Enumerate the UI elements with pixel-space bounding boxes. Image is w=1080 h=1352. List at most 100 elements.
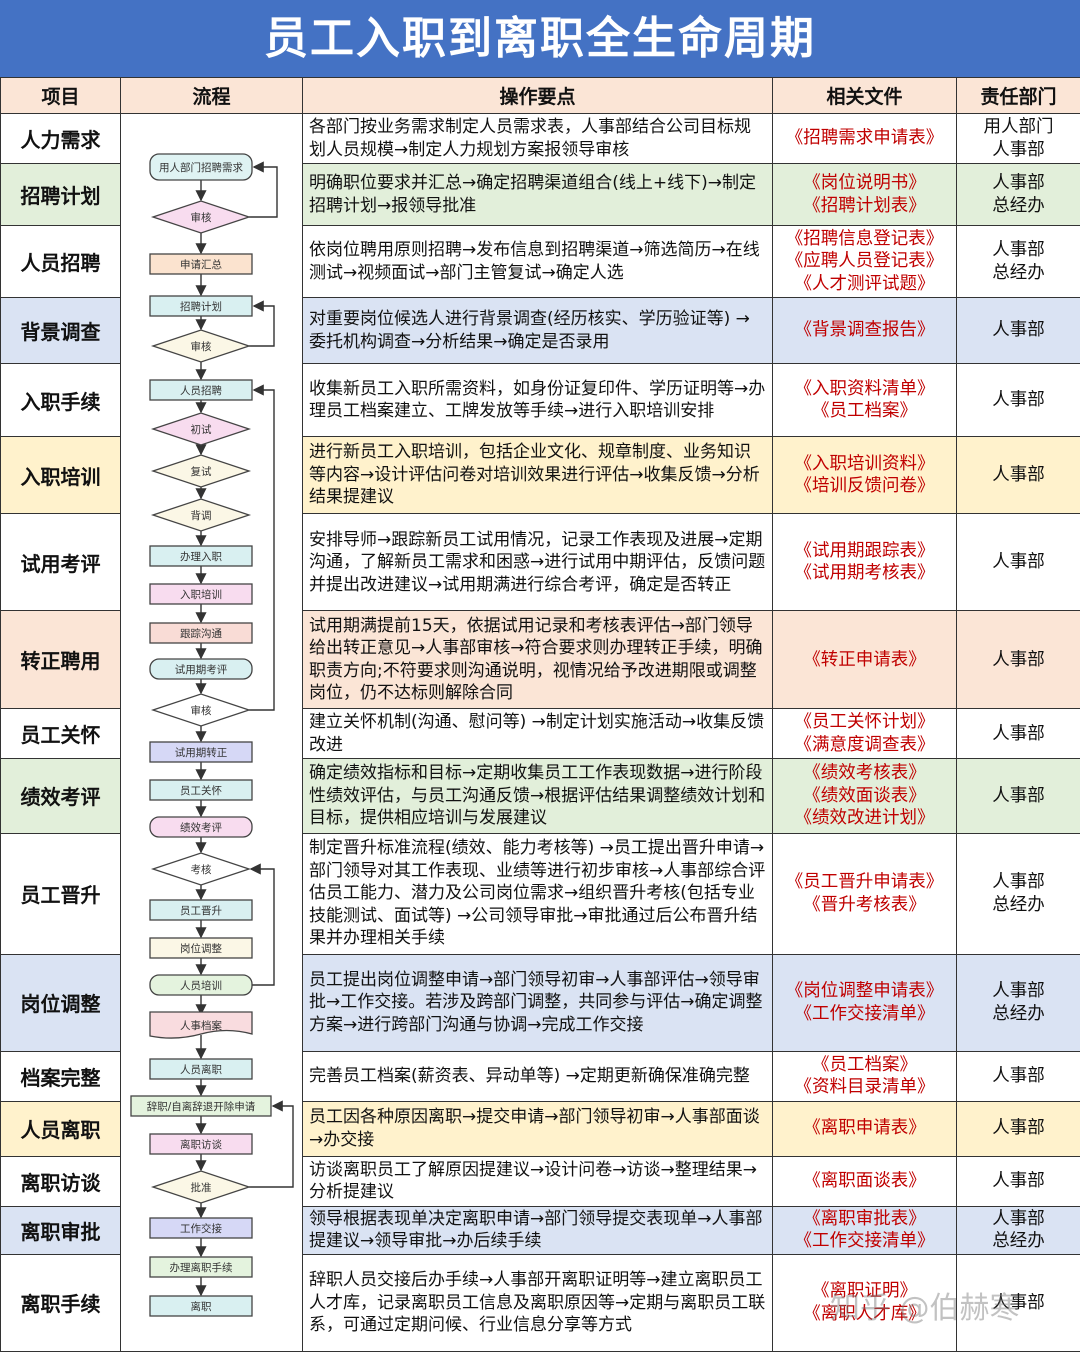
department-name: 人事部: [963, 1208, 1074, 1231]
header-dept: 责任部门: [957, 78, 1080, 114]
flow-node-label: 跟踪沟通: [180, 627, 222, 640]
row-docs: 《岗位调整申请表》《工作交接清单》: [773, 954, 957, 1051]
flow-node: 人员离职: [150, 1059, 252, 1079]
row-item: 试用考评: [1, 514, 121, 611]
flow-node-label: 申请汇总: [180, 258, 222, 271]
row-docs: 《入职培训资料》《培训反馈问卷》: [773, 437, 957, 514]
flow-node: 入职培训: [150, 584, 252, 604]
row-dept: 人事部: [957, 298, 1080, 364]
row-dept: 人事部总经办: [957, 833, 1080, 954]
row-item: 转正聘用: [1, 611, 121, 709]
flow-node-label: 离职访谈: [180, 1138, 222, 1151]
row-steps: 员工因各种原因离职→提交申请→部门领导初审→人事部面谈→办交接: [303, 1101, 773, 1156]
flow-node: 员工晋升: [150, 900, 252, 920]
row-steps: 依岗位聘用原则招聘→发布信息到招聘渠道→筛选简历→在线测试→视频面试→部门主管复…: [303, 226, 773, 298]
document-name: 《背景调查报告》: [779, 319, 950, 342]
row-steps: 安排导师→跟踪新员工试用情况，记录工作表现及进展→定期沟通，了解新员工需求和困惑…: [303, 514, 773, 611]
document-name: 《员工晋升申请表》: [779, 871, 950, 894]
flow-node: 员工关怀: [150, 780, 252, 800]
document-name: 《招聘需求申请表》: [779, 127, 950, 150]
row-docs: 《离职审批表》《工作交接清单》: [773, 1206, 957, 1254]
document-name: 《员工档案》: [779, 400, 950, 423]
document-name: 《晋升考核表》: [779, 894, 950, 917]
flow-node-label: 初试: [191, 423, 212, 436]
department-name: 总经办: [963, 1003, 1074, 1026]
row-steps: 试用期满提前15天，依据试用记录和考核表评估→部门领导给出转正意见→人事部审核→…: [303, 611, 773, 709]
flowchart: 用人部门招聘需求审核申请汇总招聘计划审核人员招聘初试复试背调办理入职入职培训跟踪…: [121, 114, 303, 1351]
row-dept: 人事部: [957, 364, 1080, 437]
document-name: 《工作交接清单》: [779, 1230, 950, 1253]
page-title: 员工入职到离职全生命周期: [0, 0, 1080, 77]
document-name: 《员工关怀计划》: [779, 711, 950, 734]
flow-node-label: 离职: [191, 1300, 212, 1313]
row-docs: 《离职面谈表》: [773, 1156, 957, 1206]
flow-feedback-arrow: [249, 390, 274, 710]
row-steps: 访谈离职员工了解原因提建议→设计问卷→访谈→整理结果→分析提建议: [303, 1156, 773, 1206]
flow-node: 背调: [153, 499, 249, 531]
document-name: 《工作交接清单》: [779, 1003, 950, 1026]
row-docs: 《员工关怀计划》《满意度调查表》: [773, 709, 957, 759]
row-steps: 进行新员工入职培训，包括企业文化、规章制度、业务知识等内容→设计评估问卷对培训效…: [303, 437, 773, 514]
department-name: 人事部: [963, 785, 1074, 808]
flow-node-label: 人事档案: [180, 1019, 222, 1032]
department-name: 人事部: [963, 319, 1074, 342]
row-docs: 《试用期跟踪表》《试用期考核表》: [773, 514, 957, 611]
flowchart-cell: 用人部门招聘需求审核申请汇总招聘计划审核人员招聘初试复试背调办理入职入职培训跟踪…: [121, 114, 303, 1352]
flow-node-label: 人员离职: [180, 1063, 222, 1076]
document-name: 《转正申请表》: [779, 649, 950, 672]
row-steps: 领导根据表现单决定离职申请→部门领导提交表现单→人事部提建议→领导审批→办后续手…: [303, 1206, 773, 1254]
row-dept: 人事部总经办: [957, 164, 1080, 226]
row-docs: 《绩效考核表》《绩效面谈表》《绩效改进计划》: [773, 759, 957, 833]
flow-node-label: 工作交接: [180, 1222, 222, 1235]
row-docs: 《员工晋升申请表》《晋升考核表》: [773, 833, 957, 954]
document-name: 《招聘计划表》: [779, 195, 950, 218]
row-steps: 收集新员工入职所需资料，如身份证复印件、学历证明等→办理员工档案建立、工牌发放等…: [303, 364, 773, 437]
flow-node: 办理离职手续: [150, 1257, 252, 1277]
document-name: 《入职培训资料》: [779, 453, 950, 476]
flow-node: 试用期转正: [150, 742, 252, 762]
document-name: 《绩效面谈表》: [779, 785, 950, 808]
header-steps: 操作要点: [303, 78, 773, 114]
flow-node: 人事档案: [150, 1012, 252, 1038]
row-item: 离职访谈: [1, 1156, 121, 1206]
department-name: 人事部: [963, 1170, 1074, 1193]
flow-node: 用人部门招聘需求: [150, 154, 252, 180]
row-item: 入职培训: [1, 437, 121, 514]
flow-node-label: 入职培训: [180, 588, 222, 601]
document-name: 《招聘信息登记表》: [779, 228, 950, 251]
row-dept: 人事部: [957, 437, 1080, 514]
row-dept: 人事部总经办: [957, 1206, 1080, 1254]
department-name: 总经办: [963, 1230, 1074, 1253]
header-docs: 相关文件: [773, 78, 957, 114]
flow-node: 审核: [153, 201, 249, 233]
flow-node-label: 审核: [191, 704, 212, 717]
row-steps: 明确职位要求并汇总→确定招聘渠道组合(线上+线下)→制定招聘计划→报领导批准: [303, 164, 773, 226]
flow-node-label: 背调: [191, 509, 212, 522]
row-steps: 员工提出岗位调整申请→部门领导初审→人事部评估→领导审批→工作交接。若涉及跨部门…: [303, 954, 773, 1051]
flow-node: 办理入职: [150, 546, 252, 566]
document-name: 《绩效考核表》: [779, 762, 950, 785]
header-row: 项目 流程 操作要点 相关文件 责任部门: [1, 78, 1080, 114]
header-flow: 流程: [121, 78, 303, 114]
table-row: 人力需求用人部门招聘需求审核申请汇总招聘计划审核人员招聘初试复试背调办理入职入职…: [1, 114, 1080, 164]
flow-feedback-arrow: [249, 1106, 293, 1187]
lifecycle-table: 项目 流程 操作要点 相关文件 责任部门 人力需求用人部门招聘需求审核申请汇总招…: [0, 77, 1080, 1352]
header-item: 项目: [1, 78, 121, 114]
flow-node-label: 辞职/自离辞退开除申请: [147, 1100, 256, 1113]
row-dept: 人事部: [957, 759, 1080, 833]
row-steps: 建立关怀机制(沟通、慰问等) →制定计划实施活动→收集反馈改进: [303, 709, 773, 759]
row-item: 离职手续: [1, 1254, 121, 1351]
document-name: 《满意度调查表》: [779, 734, 950, 757]
row-item: 招聘计划: [1, 164, 121, 226]
row-docs: 《招聘信息登记表》《应聘人员登记表》《人才测评试题》: [773, 226, 957, 298]
flow-node-label: 人员招聘: [180, 384, 222, 397]
document-name: 《试用期跟踪表》: [779, 540, 950, 563]
row-steps: 完善员工档案(薪资表、异动单等) →定期更新确保准确完整: [303, 1051, 773, 1101]
row-dept: 用人部门人事部: [957, 114, 1080, 164]
row-dept: 人事部: [957, 514, 1080, 611]
flow-feedback-arrow: [249, 167, 277, 217]
flow-node-label: 试用期转正: [175, 746, 228, 759]
document-name: 《岗位调整申请表》: [779, 980, 950, 1003]
department-name: 用人部门: [963, 116, 1074, 139]
flow-node: 绩效考评: [150, 817, 252, 837]
